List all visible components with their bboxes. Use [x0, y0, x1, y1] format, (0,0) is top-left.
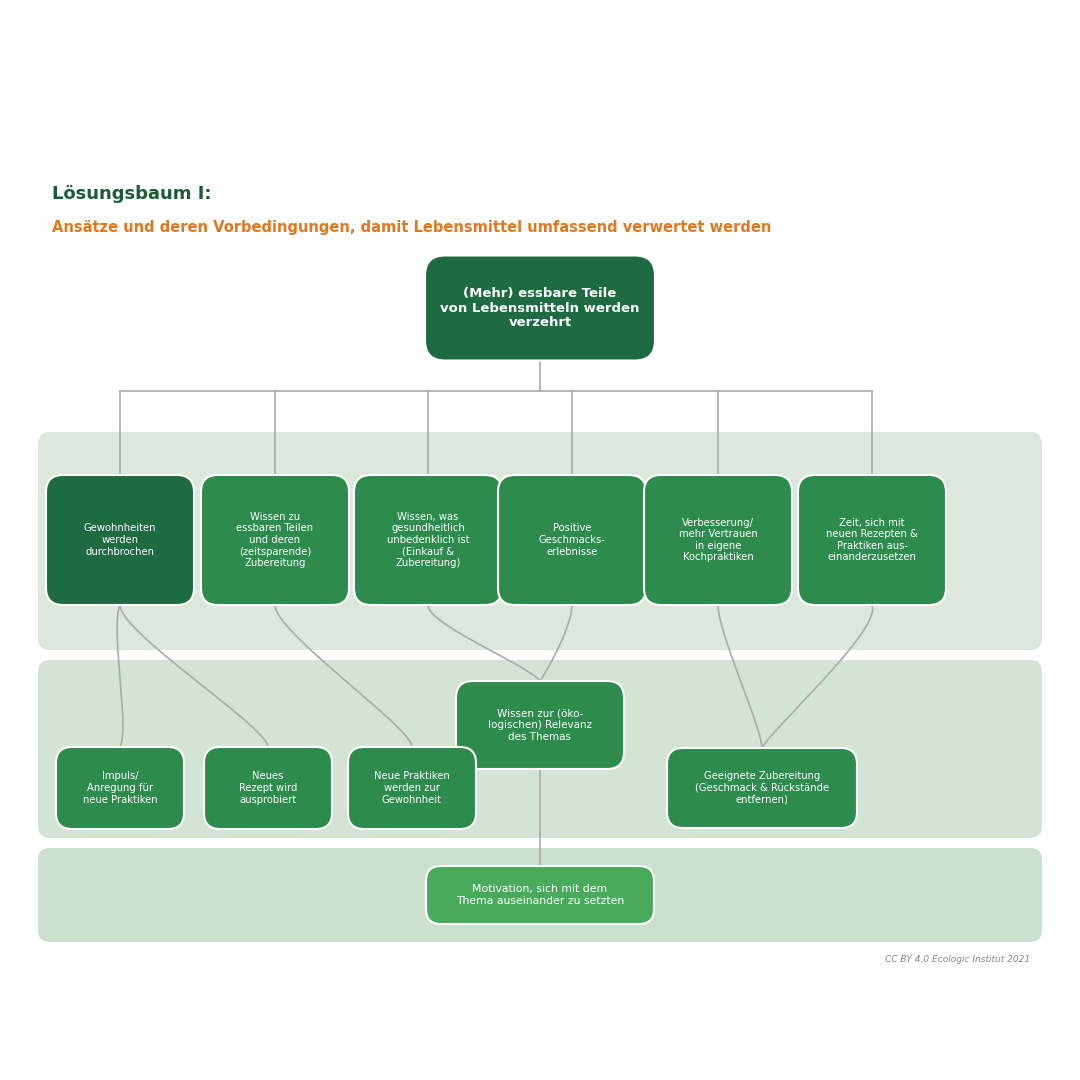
Text: Zeit, sich mit
neuen Rezepten &
Praktiken aus-
einanderzusetzen: Zeit, sich mit neuen Rezepten & Praktike…	[826, 517, 918, 563]
FancyBboxPatch shape	[38, 660, 1042, 838]
FancyBboxPatch shape	[38, 848, 1042, 942]
Text: Neues
Rezept wird
ausprobiert: Neues Rezept wird ausprobiert	[239, 771, 297, 805]
Text: Motivation, sich mit dem
Thema auseinander zu setzten: Motivation, sich mit dem Thema auseinand…	[456, 885, 624, 906]
FancyBboxPatch shape	[667, 748, 858, 828]
FancyBboxPatch shape	[56, 747, 184, 829]
Text: Lösungsbaum I:: Lösungsbaum I:	[52, 185, 212, 203]
Text: (Mehr) essbare Teile
von Lebensmitteln werden
verzehrt: (Mehr) essbare Teile von Lebensmitteln w…	[441, 286, 639, 329]
FancyBboxPatch shape	[426, 256, 654, 361]
FancyBboxPatch shape	[38, 432, 1042, 650]
FancyBboxPatch shape	[456, 681, 624, 769]
Text: Verbesserung/
mehr Vertrauen
in eigene
Kochpraktiken: Verbesserung/ mehr Vertrauen in eigene K…	[678, 517, 757, 563]
Text: Wissen zur (öko-
logischen) Relevanz
des Themas: Wissen zur (öko- logischen) Relevanz des…	[488, 708, 592, 742]
FancyBboxPatch shape	[204, 747, 332, 829]
FancyBboxPatch shape	[644, 475, 792, 605]
FancyBboxPatch shape	[201, 475, 349, 605]
Text: CC BY 4.0 Ecologic Institut 2021: CC BY 4.0 Ecologic Institut 2021	[885, 955, 1030, 964]
Text: Neue Praktiken
werden zur
Gewohnheit: Neue Praktiken werden zur Gewohnheit	[374, 771, 450, 805]
FancyBboxPatch shape	[498, 475, 646, 605]
Text: Positive
Geschmacks-
erlebnisse: Positive Geschmacks- erlebnisse	[539, 524, 606, 556]
FancyBboxPatch shape	[798, 475, 946, 605]
FancyBboxPatch shape	[426, 866, 654, 924]
Text: Impuls/
Anregung für
neue Praktiken: Impuls/ Anregung für neue Praktiken	[83, 771, 158, 805]
Text: Wissen, was
gesundheitlich
unbedenklich ist
(Einkauf &
Zubereitung): Wissen, was gesundheitlich unbedenklich …	[387, 512, 469, 568]
FancyBboxPatch shape	[354, 475, 502, 605]
Text: Geeignete Zubereitung
(Geschmack & Rückstände
entfernen): Geeignete Zubereitung (Geschmack & Rücks…	[694, 771, 829, 805]
FancyBboxPatch shape	[46, 475, 194, 605]
FancyBboxPatch shape	[348, 747, 476, 829]
Text: Gewohnheiten
werden
durchbrochen: Gewohnheiten werden durchbrochen	[84, 524, 157, 556]
Text: Ansätze und deren Vorbedingungen, damit Lebensmittel umfassend verwertet werden: Ansätze und deren Vorbedingungen, damit …	[52, 220, 771, 235]
Text: Wissen zu
essbaren Teilen
und deren
(zeitsparende)
Zubereitung: Wissen zu essbaren Teilen und deren (zei…	[237, 512, 313, 568]
